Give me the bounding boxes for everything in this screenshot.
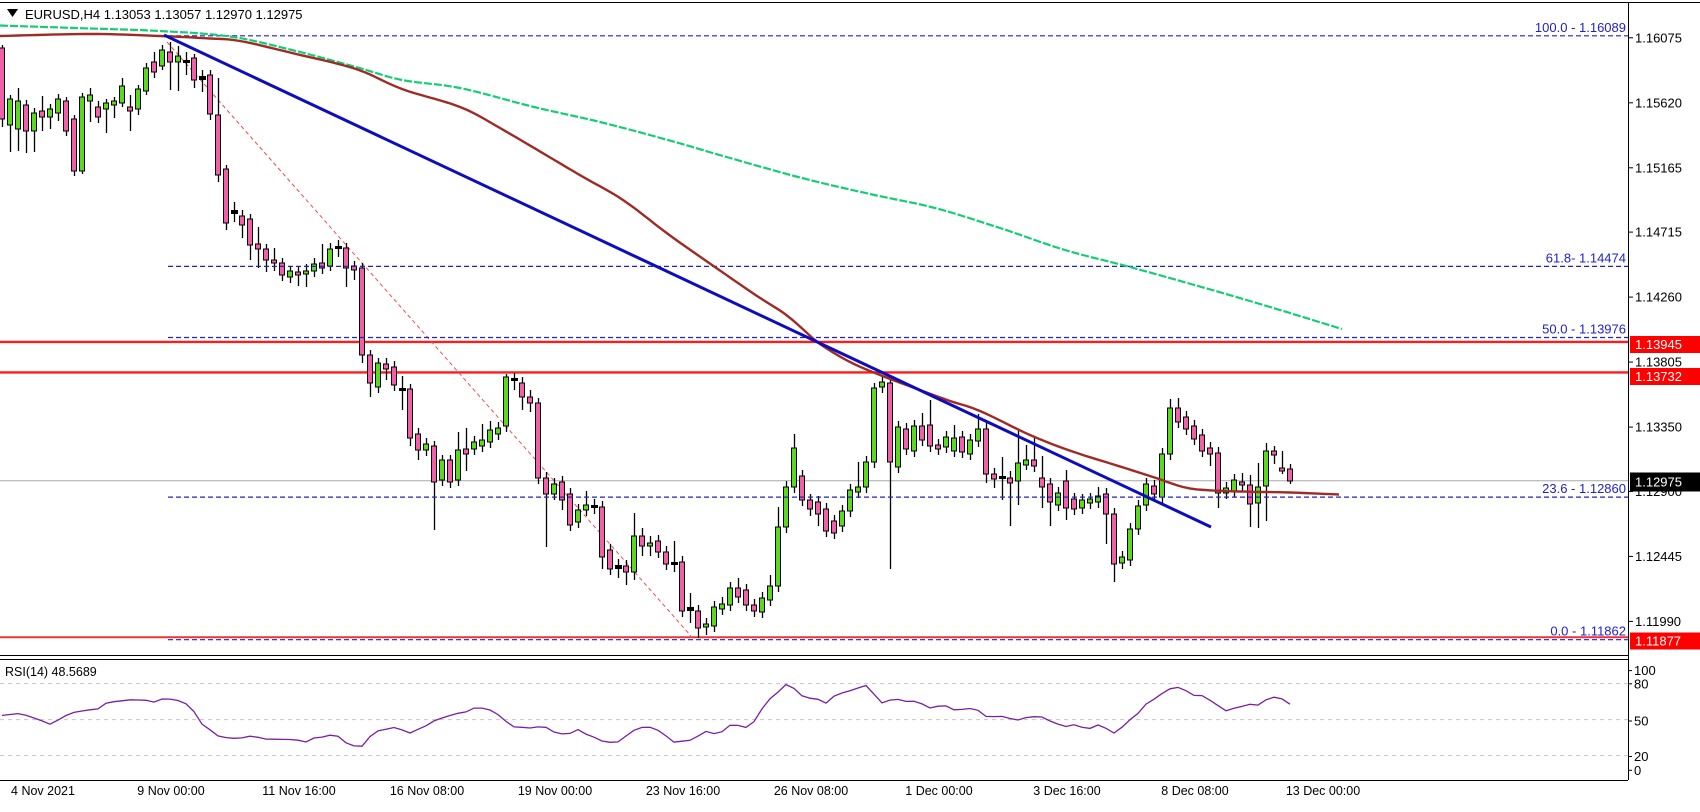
svg-text:8 Dec 08:00: 8 Dec 08:00 [1161, 784, 1228, 798]
svg-text:3 Dec 16:00: 3 Dec 16:00 [1033, 784, 1100, 798]
svg-text:1.13945: 1.13945 [1635, 337, 1682, 352]
svg-text:1.12975: 1.12975 [1635, 475, 1682, 490]
svg-text:100: 100 [1634, 663, 1656, 678]
svg-text:50: 50 [1634, 714, 1648, 729]
svg-text:0.0 - 1.11862: 0.0 - 1.11862 [1550, 624, 1626, 639]
svg-text:1.14260: 1.14260 [1635, 290, 1682, 305]
svg-text:0: 0 [1634, 763, 1641, 778]
svg-text:EURUSD,H4 1.13053 1.13057 1.1: EURUSD,H4 1.13053 1.13057 1.12970 1.1297… [25, 7, 303, 22]
svg-text:1.13805: 1.13805 [1635, 355, 1682, 370]
svg-text:1.11877: 1.11877 [1635, 634, 1681, 649]
svg-text:1.13732: 1.13732 [1635, 369, 1682, 384]
svg-text:13 Dec 00:00: 13 Dec 00:00 [1286, 784, 1360, 798]
svg-text:50.0 - 1.13976: 50.0 - 1.13976 [1542, 322, 1626, 337]
svg-text:23 Nov 16:00: 23 Nov 16:00 [646, 784, 720, 798]
svg-text:4 Nov 2021: 4 Nov 2021 [11, 784, 75, 798]
svg-text:1.15620: 1.15620 [1635, 95, 1682, 110]
svg-text:9 Nov 00:00: 9 Nov 00:00 [137, 784, 204, 798]
svg-text:1.13350: 1.13350 [1635, 420, 1682, 435]
svg-text:11 Nov 16:00: 11 Nov 16:00 [262, 784, 335, 798]
svg-text:100.0 - 1.16089: 100.0 - 1.16089 [1535, 20, 1626, 35]
svg-text:20: 20 [1634, 749, 1648, 764]
svg-text:RSI(14) 48.5689: RSI(14) 48.5689 [5, 665, 97, 679]
svg-text:1.15165: 1.15165 [1635, 160, 1682, 175]
svg-text:26 Nov 08:00: 26 Nov 08:00 [774, 784, 848, 798]
svg-text:1.12445: 1.12445 [1635, 549, 1682, 564]
svg-text:1.16075: 1.16075 [1635, 30, 1682, 45]
svg-text:23.6 - 1.12860: 23.6 - 1.12860 [1542, 481, 1626, 496]
svg-text:61.8- 1.14474: 61.8- 1.14474 [1546, 250, 1626, 265]
svg-text:1.14715: 1.14715 [1635, 225, 1682, 240]
svg-text:19 Nov 00:00: 19 Nov 00:00 [518, 784, 592, 798]
svg-text:1 Dec 00:00: 1 Dec 00:00 [905, 784, 972, 798]
svg-text:80: 80 [1634, 676, 1648, 691]
svg-text:1.11990: 1.11990 [1635, 614, 1681, 629]
svg-text:16 Nov 08:00: 16 Nov 08:00 [390, 784, 464, 798]
